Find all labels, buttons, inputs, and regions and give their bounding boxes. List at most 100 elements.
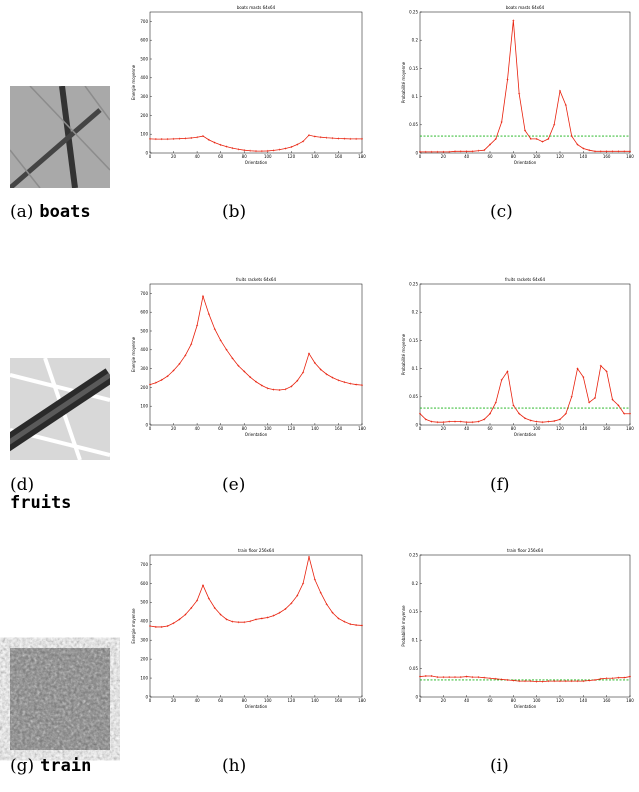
x-tick-label: 40 <box>195 698 201 703</box>
data-marker <box>471 676 474 679</box>
x-tick-label: 120 <box>556 154 564 159</box>
y-tick-label: 0.05 <box>409 666 418 671</box>
data-marker <box>266 387 269 390</box>
data-marker <box>629 412 631 415</box>
x-axis-label: Orientation <box>514 160 537 165</box>
x-tick-label: 0 <box>419 426 422 431</box>
data-marker <box>154 381 157 384</box>
data-marker <box>237 621 240 624</box>
y-tick-label: 0.15 <box>409 66 418 71</box>
data-marker <box>149 625 151 627</box>
data-marker <box>290 145 293 148</box>
data-marker <box>196 324 199 327</box>
data-marker <box>343 381 346 384</box>
data-marker <box>296 379 299 382</box>
y-tick-label: 200 <box>140 113 148 118</box>
data-marker <box>266 616 269 619</box>
caption: (d) fruits <box>10 475 71 513</box>
data-marker <box>448 676 451 679</box>
data-marker <box>419 412 421 415</box>
data-line <box>149 134 362 152</box>
data-marker <box>196 136 199 139</box>
data-marker <box>570 135 573 138</box>
data-marker <box>184 137 187 140</box>
data-marker <box>331 611 334 614</box>
data-marker <box>559 680 561 683</box>
data-marker <box>190 343 193 346</box>
data-line <box>149 294 363 391</box>
x-tick-label: 0 <box>149 154 152 159</box>
data-marker <box>489 143 491 146</box>
data-marker <box>430 420 433 423</box>
data-marker <box>160 625 163 628</box>
y-tick-label: 0.05 <box>409 394 418 399</box>
data-marker <box>343 137 346 140</box>
data-marker <box>629 150 631 153</box>
data-marker <box>237 148 240 151</box>
caption: (c) <box>490 202 513 222</box>
data-marker <box>582 376 585 379</box>
data-marker <box>524 417 526 420</box>
y-tick-label: 400 <box>140 75 148 80</box>
x-tick-label: 140 <box>580 698 588 703</box>
x-tick-label: 180 <box>358 426 366 431</box>
data-marker <box>255 380 257 383</box>
data-marker <box>225 348 228 351</box>
data-marker <box>272 388 275 391</box>
x-tick-label: 140 <box>311 698 319 703</box>
plot-frame <box>419 11 631 154</box>
data-marker <box>355 383 358 386</box>
data-marker <box>506 678 509 681</box>
data-marker <box>308 555 310 558</box>
data-marker <box>494 401 497 404</box>
data-marker <box>594 150 596 153</box>
data-marker <box>471 150 474 153</box>
y-tick-label: 500 <box>140 600 148 605</box>
y-tick-label: 700 <box>140 19 148 24</box>
data-marker <box>436 676 439 679</box>
x-tick-label: 40 <box>464 426 470 431</box>
data-marker <box>213 607 216 610</box>
x-tick-label: 160 <box>335 154 343 159</box>
data-marker <box>430 674 433 677</box>
y-tick-label: 0.05 <box>409 122 418 127</box>
data-marker <box>494 677 497 680</box>
caption-label: (i) <box>490 756 509 776</box>
y-tick-label: 600 <box>140 310 148 315</box>
data-marker <box>278 611 281 614</box>
data-marker <box>337 379 340 382</box>
data-marker <box>582 680 585 683</box>
y-tick-label: 100 <box>140 404 148 409</box>
x-tick-label: 0 <box>149 426 152 431</box>
data-marker <box>419 150 421 153</box>
x-axis-label: Orientation <box>514 432 537 437</box>
x-tick-label: 120 <box>288 698 296 703</box>
data-marker <box>611 150 614 153</box>
data-marker <box>489 677 491 680</box>
data-marker <box>331 376 334 379</box>
data-marker <box>524 129 526 132</box>
data-marker <box>202 295 204 298</box>
data-marker <box>553 680 556 683</box>
caption: (e) <box>222 475 245 495</box>
data-marker <box>243 621 246 624</box>
caption-label: (d) <box>10 475 34 495</box>
data-marker <box>448 150 451 153</box>
plot-frame <box>149 11 363 154</box>
data-marker <box>337 137 340 140</box>
x-tick-label: 180 <box>358 698 366 703</box>
plot-frame <box>419 554 631 698</box>
y-tick-label: 600 <box>140 581 148 586</box>
y-tick-label: 0 <box>415 150 418 155</box>
data-marker <box>331 137 334 140</box>
data-marker <box>454 150 456 153</box>
x-tick-label: 80 <box>511 426 517 431</box>
plot-frame <box>149 283 363 426</box>
y-tick-label: 0 <box>145 150 148 155</box>
data-marker <box>308 352 310 355</box>
data-marker <box>564 680 567 683</box>
y-tick-label: 0.25 <box>409 281 418 286</box>
data-marker <box>361 137 363 140</box>
data-marker <box>160 138 163 141</box>
data-marker <box>512 404 515 407</box>
